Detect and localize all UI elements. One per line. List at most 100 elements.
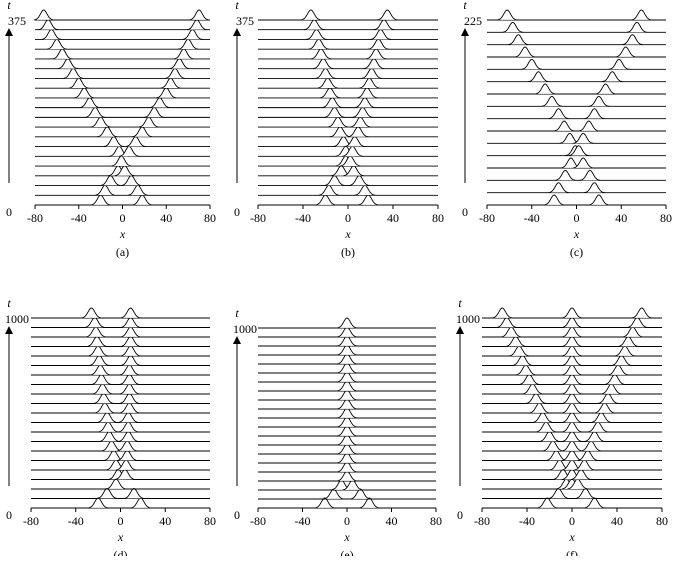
soliton-peak bbox=[336, 380, 358, 392]
x-tick-label: 80 bbox=[204, 514, 216, 528]
soliton-peak bbox=[336, 470, 358, 482]
soliton-peak bbox=[347, 126, 369, 138]
soliton-peak bbox=[336, 452, 358, 464]
x-tick-label: 40 bbox=[387, 211, 399, 225]
soliton-peak bbox=[127, 184, 148, 196]
soliton-peak bbox=[561, 355, 583, 366]
soliton-peak bbox=[336, 317, 358, 329]
soliton-peak bbox=[300, 9, 322, 21]
soliton-peak bbox=[514, 46, 536, 58]
soliton-peak bbox=[354, 97, 376, 108]
soliton-peak bbox=[535, 83, 556, 95]
soliton-peak bbox=[584, 182, 605, 194]
soliton-peak bbox=[597, 393, 619, 404]
soliton-peak bbox=[327, 116, 349, 128]
t-axis-label: t bbox=[235, 306, 239, 320]
soliton-peak bbox=[578, 120, 599, 132]
soliton-peak bbox=[89, 355, 110, 366]
soliton-peak bbox=[105, 478, 127, 490]
x-axis-label: x bbox=[343, 530, 350, 544]
soliton-peak bbox=[535, 421, 557, 433]
soliton-peak bbox=[117, 450, 138, 461]
soliton-peak bbox=[512, 355, 533, 366]
soliton-peak bbox=[568, 145, 589, 157]
soliton-peak bbox=[575, 488, 596, 499]
soliton-peak bbox=[350, 116, 371, 128]
soliton-peak bbox=[561, 383, 583, 395]
soliton-peak bbox=[310, 48, 332, 60]
soliton-peak bbox=[94, 402, 115, 414]
x-tick-label: 0 bbox=[569, 514, 575, 528]
soliton-peak bbox=[584, 431, 605, 442]
soliton-peak bbox=[119, 402, 140, 414]
soliton-peak bbox=[90, 364, 111, 376]
soliton-peak bbox=[90, 116, 111, 128]
soliton-peak bbox=[111, 155, 132, 167]
panel-label: (b) bbox=[341, 245, 355, 259]
soliton-peak bbox=[626, 21, 648, 33]
t-tick-label: 375 bbox=[236, 14, 254, 28]
soliton-peak bbox=[622, 34, 643, 46]
soliton-peak bbox=[492, 307, 513, 319]
soliton-peak bbox=[90, 194, 111, 206]
x-tick-label: -80 bbox=[250, 211, 266, 225]
soliton-peak bbox=[525, 393, 547, 404]
soliton-peak bbox=[561, 364, 583, 376]
soliton-peak bbox=[98, 421, 119, 433]
t-tick-label: 1000 bbox=[5, 312, 29, 326]
x-tick-label: 40 bbox=[615, 211, 627, 225]
soliton-peak bbox=[561, 402, 583, 414]
x-tick-label: 0 bbox=[574, 211, 580, 225]
soliton-peak bbox=[561, 374, 583, 385]
soliton-peak bbox=[561, 440, 583, 452]
t-tick-label: 0 bbox=[6, 508, 12, 522]
soliton-peak bbox=[38, 19, 59, 31]
soliton-peak bbox=[579, 169, 601, 181]
soliton-peak bbox=[573, 157, 594, 169]
soliton-peak bbox=[160, 77, 181, 89]
soliton-peak bbox=[588, 95, 609, 107]
soliton-peak bbox=[85, 326, 107, 338]
soliton-peak bbox=[79, 97, 100, 108]
x-tick-label: 40 bbox=[160, 211, 172, 225]
soliton-peak bbox=[608, 58, 630, 70]
x-tick-label: 0 bbox=[345, 211, 351, 225]
soliton-peak bbox=[370, 28, 391, 40]
soliton-peak bbox=[548, 182, 569, 194]
soliton-peak bbox=[508, 345, 530, 357]
t-axis-label: t bbox=[235, 0, 239, 12]
x-tick-label: 0 bbox=[120, 211, 126, 225]
soliton-peak bbox=[99, 431, 120, 442]
soliton-peak bbox=[548, 108, 569, 120]
soliton-peak bbox=[358, 194, 379, 206]
soliton-peak bbox=[120, 326, 141, 338]
soliton-peak bbox=[505, 336, 526, 347]
soliton-peak bbox=[329, 126, 351, 138]
soliton-peak bbox=[317, 77, 338, 89]
soliton-peak bbox=[594, 402, 615, 414]
soliton-peak bbox=[336, 371, 358, 383]
soliton-peak bbox=[631, 307, 652, 319]
soliton-peak bbox=[622, 326, 643, 338]
soliton-peak bbox=[546, 450, 567, 461]
soliton-peak bbox=[119, 364, 140, 376]
soliton-peak bbox=[336, 326, 358, 338]
soliton-peak bbox=[308, 38, 329, 50]
soliton-peak bbox=[352, 106, 373, 118]
soliton-peak bbox=[573, 132, 594, 144]
soliton-peak bbox=[561, 431, 583, 442]
t-tick-label: 0 bbox=[462, 205, 468, 219]
x-tick-label: -40 bbox=[519, 514, 535, 528]
soliton-peak bbox=[189, 9, 209, 21]
soliton-peak bbox=[627, 317, 648, 328]
soliton-peak bbox=[318, 184, 340, 196]
t-tick-label: 1000 bbox=[233, 322, 257, 336]
soliton-peak bbox=[84, 317, 105, 328]
soliton-peak bbox=[95, 184, 115, 196]
x-axis-label: x bbox=[119, 227, 126, 241]
soliton-peak bbox=[577, 450, 598, 461]
t-tick-label: 225 bbox=[464, 14, 482, 28]
t-tick-label: 0 bbox=[234, 205, 240, 219]
soliton-peak bbox=[548, 488, 569, 499]
soliton-peak bbox=[132, 126, 153, 138]
